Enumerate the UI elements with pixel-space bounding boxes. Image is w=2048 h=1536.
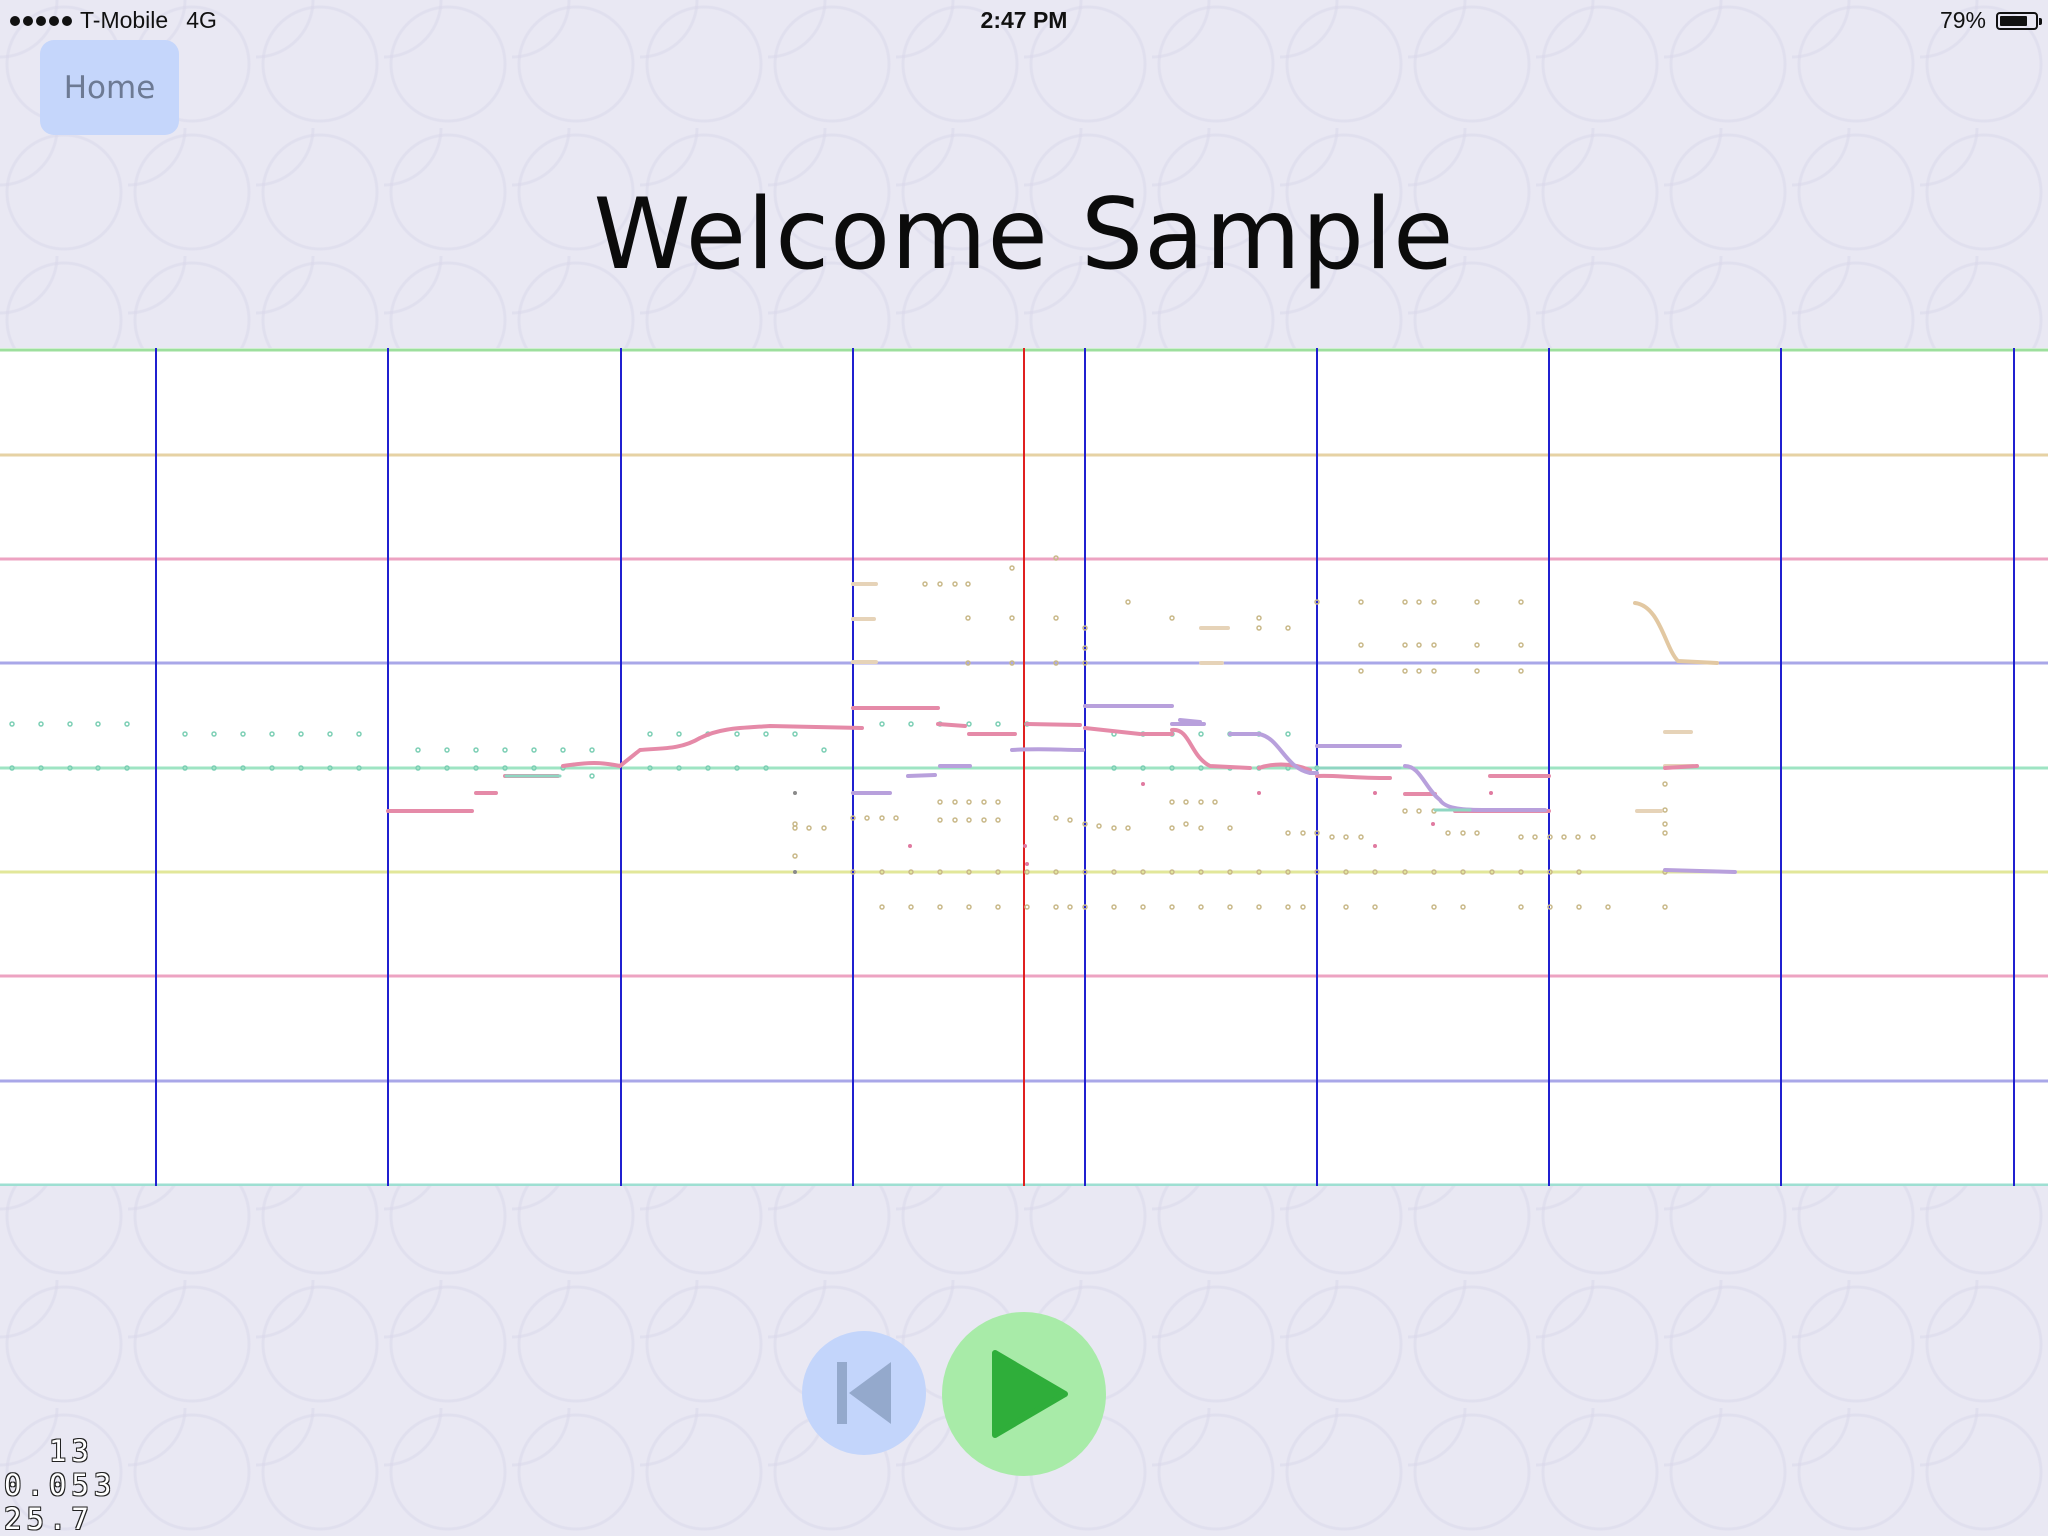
pitch-curve-lavender xyxy=(851,704,1737,874)
guide-dots-tan xyxy=(792,555,1668,910)
status-right: 79% xyxy=(1939,7,2042,34)
play-button[interactable] xyxy=(942,1312,1106,1476)
status-left: T-Mobile 4G xyxy=(10,7,217,34)
pitch-curve-pink xyxy=(386,706,1699,813)
pitch-staff-area[interactable] xyxy=(0,348,2048,1186)
pitch-staff-canvas xyxy=(0,348,2048,1186)
guide-dots-grey xyxy=(793,791,797,874)
status-time: 2:47 PM xyxy=(980,7,1068,33)
carrier-name: T-Mobile xyxy=(80,7,169,33)
battery-percent: 79% xyxy=(1939,7,1986,33)
pitch-curve-tan xyxy=(1633,601,1719,665)
signal-strength-icon xyxy=(10,15,72,26)
status-bar: T-Mobile 4G 2:47 PM 79% xyxy=(0,0,2048,40)
play-icon xyxy=(992,1350,1068,1438)
debug-readout: 13 0.053 25.7 xyxy=(4,1434,116,1536)
page-title: Welcome Sample xyxy=(593,178,1455,292)
battery-icon xyxy=(1996,11,2042,30)
debug-line-3: 25.7 xyxy=(4,1502,94,1536)
debug-line-2: 0.053 xyxy=(4,1468,117,1502)
guide-dots-pink xyxy=(908,782,1493,866)
debug-line-1: 13 xyxy=(4,1434,94,1468)
rewind-button[interactable] xyxy=(802,1331,926,1455)
network-type: 4G xyxy=(186,7,217,33)
battery-fill xyxy=(2000,15,2027,26)
note-dashes-tan xyxy=(851,582,1695,813)
skip-to-start-icon xyxy=(837,1362,891,1424)
home-button[interactable]: Home xyxy=(40,40,179,135)
barlines xyxy=(155,348,2015,1186)
note-dashes-teal xyxy=(504,766,1472,812)
